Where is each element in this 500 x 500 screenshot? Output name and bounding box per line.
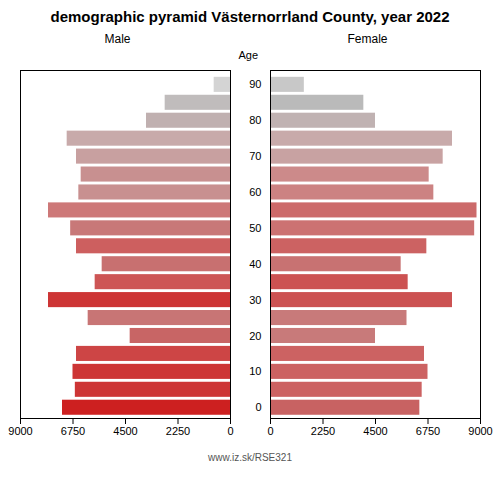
svg-text:10: 10 [249,365,261,377]
svg-text:2250: 2250 [166,425,190,437]
html-text:Female: Female [347,32,388,46]
svg-text:6750: 6750 [61,425,85,437]
svg-text:0: 0 [255,401,261,413]
svg-text:0: 0 [267,425,273,437]
svg-text:4500: 4500 [363,425,387,437]
html-text:Male: Male [104,32,131,46]
svg-text:30: 30 [249,294,261,306]
svg-text:6750: 6750 [416,425,440,437]
svg-text:9000: 9000 [468,425,492,437]
svg-text:2250: 2250 [311,425,335,437]
svg-text:80: 80 [249,114,261,126]
html-text:demographic pyramid Västernorr: demographic pyramid Västernorrland Count… [50,8,450,25]
svg-text:20: 20 [249,330,261,342]
svg-text:4500: 4500 [113,425,137,437]
svg-text:60: 60 [249,186,261,198]
svg-text:70: 70 [249,150,261,162]
svg-text:Age: Age [239,49,259,61]
svg-text:50: 50 [249,222,261,234]
svg-text:9000: 9000 [8,425,32,437]
html-text:www.iz.sk/RSE321: www.iz.sk/RSE321 [208,452,292,463]
svg-text:0: 0 [227,425,233,437]
svg-text:40: 40 [249,258,261,270]
svg-text:90: 90 [249,78,261,90]
